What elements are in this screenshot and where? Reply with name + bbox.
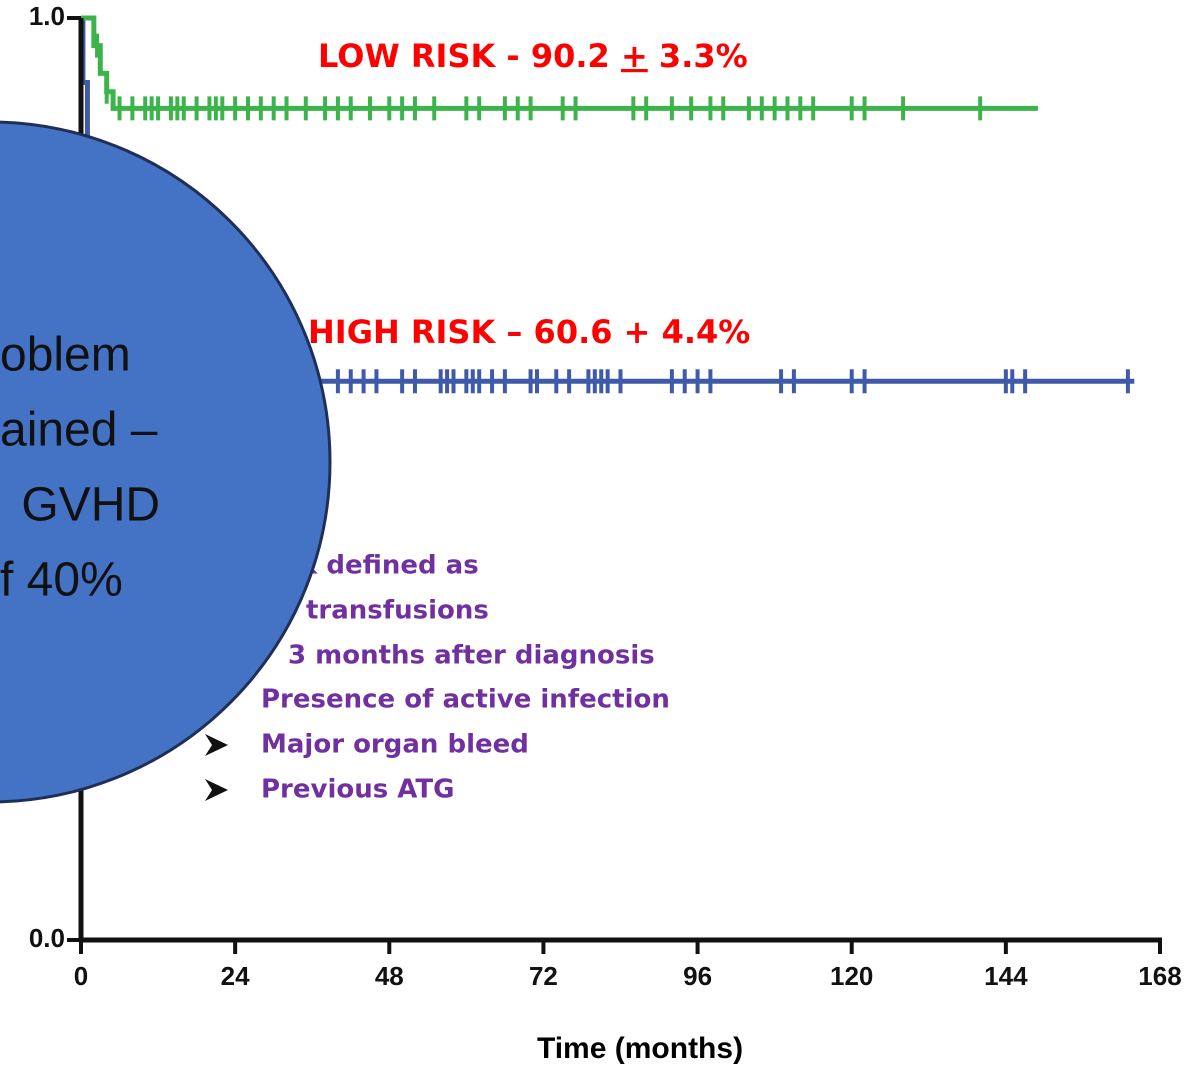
bubble-text: oblem	[0, 329, 131, 382]
criteria-line: Presence of active infection	[261, 685, 670, 715]
label-part: LOW RISK - 90.2	[318, 37, 621, 75]
x-tick-label: 96	[683, 961, 712, 991]
criteria-line: Major organ bleed	[261, 730, 529, 760]
low-risk-label: LOW RISK - 90.2 + 3.3%	[318, 37, 748, 75]
criteria-line: k defined as	[300, 551, 479, 581]
y-tick-label: 0.0	[29, 923, 65, 953]
x-tick-label: 72	[529, 961, 558, 991]
y-tick-label: 1.0	[29, 1, 65, 31]
criteria-box: k defined as transfusions 3 months after…	[205, 551, 670, 805]
x-axis-title: Time (months)	[537, 1032, 743, 1065]
x-tick-label: 48	[375, 961, 404, 991]
bullet-arrow	[205, 734, 228, 756]
x-tick-label: 24	[221, 961, 250, 991]
x-tick-label: 168	[1138, 961, 1181, 991]
x-tick-label: 144	[984, 961, 1028, 991]
criteria-line: transfusions	[306, 596, 489, 626]
x-tick-label: 0	[74, 961, 88, 991]
x-tick-label: 120	[830, 961, 873, 991]
bubble-text: f 40%	[0, 554, 123, 607]
survival-curve	[81, 15, 1038, 111]
bubble-text: ained –	[0, 404, 158, 457]
bullet-arrow	[205, 779, 228, 801]
bubble-text: GVHD	[8, 479, 160, 532]
criteria-line: Previous ATG	[261, 775, 454, 805]
label-part: +	[621, 37, 648, 75]
high-risk-label: HIGH RISK – 60.6 + 4.4%	[308, 313, 750, 351]
overlay-bubble: oblem ained – GVHD f 40%	[0, 120, 332, 804]
criteria-line: 3 months after diagnosis	[288, 641, 655, 671]
label-part: 3.3%	[648, 37, 748, 75]
bubble	[0, 120, 332, 804]
